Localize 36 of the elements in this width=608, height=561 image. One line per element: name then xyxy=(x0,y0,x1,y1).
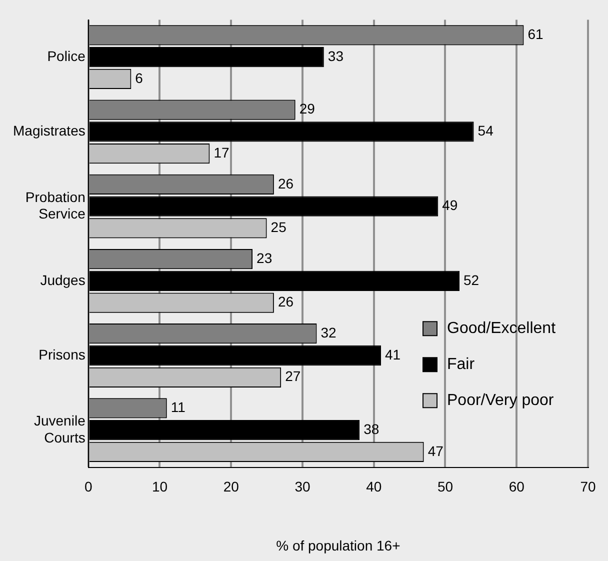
data-label: 61 xyxy=(528,26,544,42)
data-label: 29 xyxy=(299,100,316,117)
y-tick-label: Probation Service xyxy=(25,188,86,222)
x-tick-label: 30 xyxy=(294,478,310,495)
data-label: 52 xyxy=(464,272,480,288)
data-label: 47 xyxy=(428,442,444,459)
data-label: 54 xyxy=(478,122,494,139)
x-tick-label: 70 xyxy=(580,478,596,495)
data-label: 25 xyxy=(270,219,287,236)
y-tick-label: Judges xyxy=(40,272,86,288)
y-tick-label: Police xyxy=(47,48,86,64)
data-label: 38 xyxy=(364,420,380,437)
data-label: 27 xyxy=(285,368,301,384)
x-tick-label: 10 xyxy=(152,478,168,495)
x-tick-label: 60 xyxy=(508,478,525,495)
data-label: 41 xyxy=(385,346,401,362)
data-label: 17 xyxy=(214,144,230,160)
y-tick-label: Prisons xyxy=(38,346,86,362)
data-label: 6 xyxy=(135,70,144,86)
data-label: 32 xyxy=(320,324,337,340)
legend-label: Good/Excellent xyxy=(447,320,556,338)
x-tick-label: 0 xyxy=(84,478,92,495)
y-tick-label: Juvenile Courts xyxy=(34,412,86,446)
legend-label: Poor/Very poor xyxy=(447,392,554,410)
data-label: 23 xyxy=(256,250,272,266)
y-tick-label: Magistrates xyxy=(13,122,86,139)
x-tick-label: 20 xyxy=(223,478,240,495)
data-label: 26 xyxy=(278,294,294,310)
x-tick-label: 50 xyxy=(437,478,454,495)
x-tick-label: 40 xyxy=(366,478,382,495)
data-label: 33 xyxy=(328,48,344,64)
data-label: 49 xyxy=(442,197,458,214)
x-axis-title: % of population 16+ xyxy=(276,537,400,554)
data-label: 11 xyxy=(170,399,186,416)
legend-label: Fair xyxy=(447,356,476,374)
data-label: 26 xyxy=(278,175,294,192)
